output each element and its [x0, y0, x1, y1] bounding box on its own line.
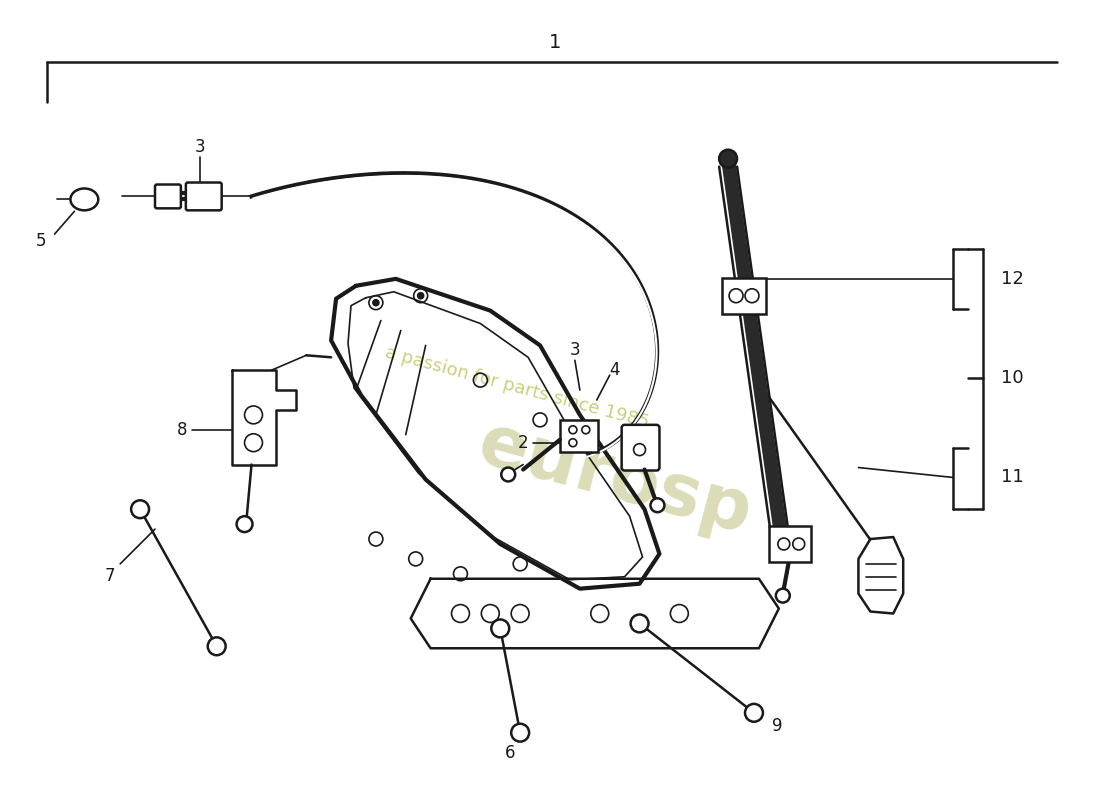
Text: 3: 3 [570, 342, 580, 359]
Circle shape [492, 619, 509, 638]
Text: 12: 12 [1001, 270, 1024, 288]
Text: 11: 11 [1001, 469, 1023, 486]
FancyBboxPatch shape [621, 425, 659, 470]
Text: 2: 2 [518, 434, 528, 452]
Text: 3: 3 [195, 138, 205, 156]
Text: 9: 9 [772, 717, 782, 734]
Text: 4: 4 [609, 362, 620, 379]
Circle shape [131, 500, 149, 518]
FancyBboxPatch shape [155, 185, 180, 208]
Polygon shape [232, 370, 296, 465]
FancyBboxPatch shape [186, 182, 222, 210]
Text: 10: 10 [1001, 369, 1023, 387]
Text: a passion for parts since 1985: a passion for parts since 1985 [383, 344, 651, 432]
Polygon shape [858, 537, 903, 614]
Text: 5: 5 [36, 232, 46, 250]
Circle shape [502, 467, 515, 482]
Text: 8: 8 [177, 421, 187, 438]
Text: 1: 1 [549, 33, 561, 52]
Circle shape [418, 293, 424, 298]
Text: 6: 6 [505, 743, 516, 762]
Circle shape [719, 150, 737, 168]
Circle shape [630, 614, 649, 632]
FancyBboxPatch shape [722, 278, 766, 314]
Text: eurosp: eurosp [471, 410, 760, 549]
Circle shape [776, 589, 790, 602]
FancyBboxPatch shape [560, 420, 597, 452]
Text: 7: 7 [104, 566, 116, 585]
Circle shape [208, 638, 226, 655]
Circle shape [236, 516, 253, 532]
Circle shape [373, 300, 378, 306]
Circle shape [650, 498, 664, 512]
Circle shape [512, 724, 529, 742]
FancyBboxPatch shape [769, 526, 811, 562]
Ellipse shape [70, 189, 98, 210]
Circle shape [745, 704, 763, 722]
